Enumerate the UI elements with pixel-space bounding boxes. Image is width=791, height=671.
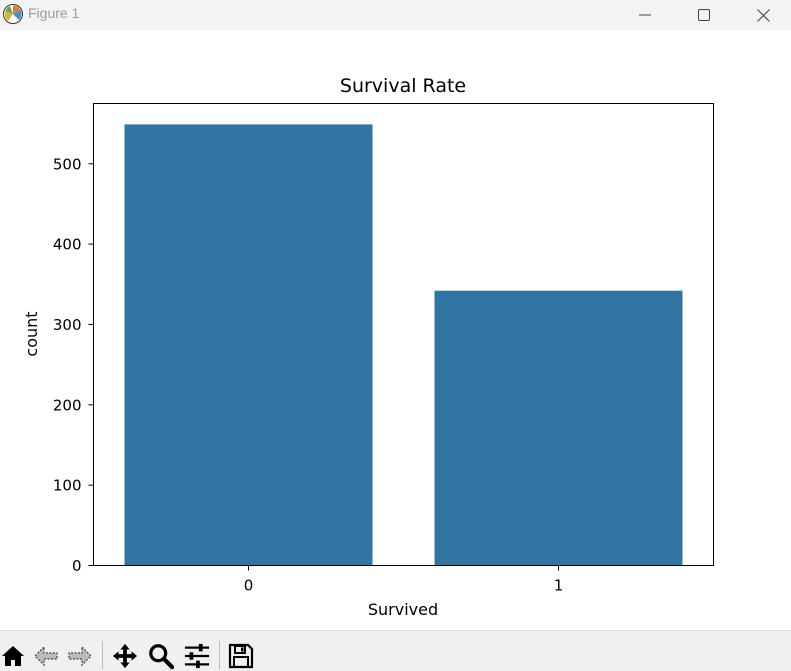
chart-title: Survival Rate (340, 75, 466, 97)
close-icon (756, 8, 770, 22)
window-title: Figure 1 (28, 5, 80, 21)
x-axis-label: Survived (368, 600, 438, 619)
y-tick-label: 400 (53, 236, 82, 254)
window-titlebar: Figure 1 (0, 0, 791, 30)
y-axis-label: count (22, 311, 41, 356)
bar-chart: Survival Rate 0 100 200 300 400 500 0 1 Surviv… (22, 75, 714, 619)
minimize-icon (639, 14, 651, 16)
zoom-button[interactable] (148, 642, 174, 670)
axes-frame (93, 103, 714, 566)
x-tick-label: 1 (554, 577, 564, 595)
forward-icon (68, 645, 92, 667)
y-tick-label: 300 (53, 316, 82, 334)
home-button[interactable] (0, 642, 26, 670)
zoom-icon (149, 644, 174, 670)
configure-subplots-icon (184, 643, 210, 669)
back-button[interactable] (33, 642, 59, 670)
maximize-button[interactable] (681, 0, 727, 30)
figure-canvas: Survival Rate 0 100 200 300 400 500 0 1 Surviv… (0, 30, 791, 630)
bar-1 (434, 290, 683, 566)
home-icon (2, 646, 24, 666)
minimize-button[interactable] (622, 0, 668, 30)
close-button[interactable] (740, 0, 786, 30)
pan-icon (112, 643, 138, 669)
save-icon (228, 643, 254, 669)
y-tick-label: 500 (53, 155, 82, 173)
navigation-toolbar (0, 630, 791, 671)
pan-button[interactable] (112, 642, 138, 670)
y-tick-label: 200 (53, 396, 82, 414)
y-tick-label: 0 (72, 557, 82, 575)
y-tick-label: 100 (53, 477, 82, 495)
maximize-icon (698, 9, 710, 21)
forward-button[interactable] (67, 642, 93, 670)
save-button[interactable] (228, 642, 254, 670)
configure-subplots-button[interactable] (184, 642, 210, 670)
x-tick-label: 0 (244, 577, 254, 595)
matplotlib-icon (3, 4, 23, 24)
toolbar-separator (102, 641, 103, 669)
back-icon (34, 645, 58, 667)
bar-0 (124, 124, 373, 566)
toolbar-separator (219, 641, 220, 669)
